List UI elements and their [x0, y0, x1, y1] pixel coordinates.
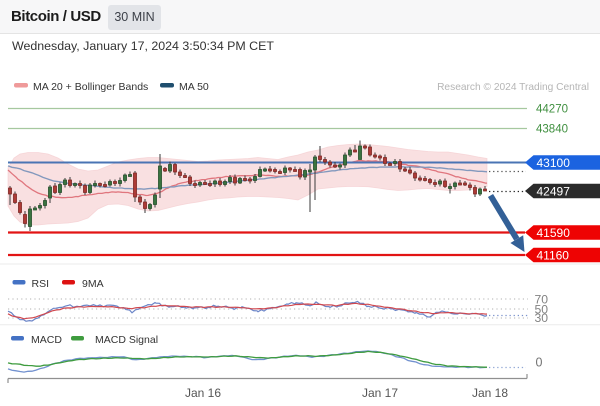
svg-text:0: 0	[536, 356, 543, 370]
svg-text:44270: 44270	[536, 104, 568, 116]
svg-text:Jan 16: Jan 16	[185, 386, 221, 400]
svg-text:70: 70	[535, 293, 549, 307]
svg-text:Jan 17: Jan 17	[362, 386, 398, 400]
svg-text:RSI: RSI	[32, 278, 50, 290]
svg-text:MA 20 + Bollinger Bands: MA 20 + Bollinger Bands	[33, 81, 148, 93]
svg-text:Research © 2024 Trading Centra: Research © 2024 Trading Central	[437, 82, 589, 93]
svg-text:Jan 18: Jan 18	[472, 386, 508, 400]
svg-text:MACD Signal: MACD Signal	[95, 334, 158, 346]
svg-text:9MA: 9MA	[82, 278, 104, 290]
svg-text:41590: 41590	[537, 226, 571, 240]
svg-text:42497: 42497	[537, 184, 571, 198]
svg-text:43100: 43100	[537, 156, 571, 170]
svg-text:43840: 43840	[536, 124, 568, 136]
svg-text:30: 30	[535, 311, 549, 325]
svg-text:MACD: MACD	[31, 334, 62, 346]
svg-text:41160: 41160	[537, 248, 570, 262]
svg-text:50: 50	[535, 303, 549, 317]
svg-text:MA 50: MA 50	[179, 81, 209, 93]
